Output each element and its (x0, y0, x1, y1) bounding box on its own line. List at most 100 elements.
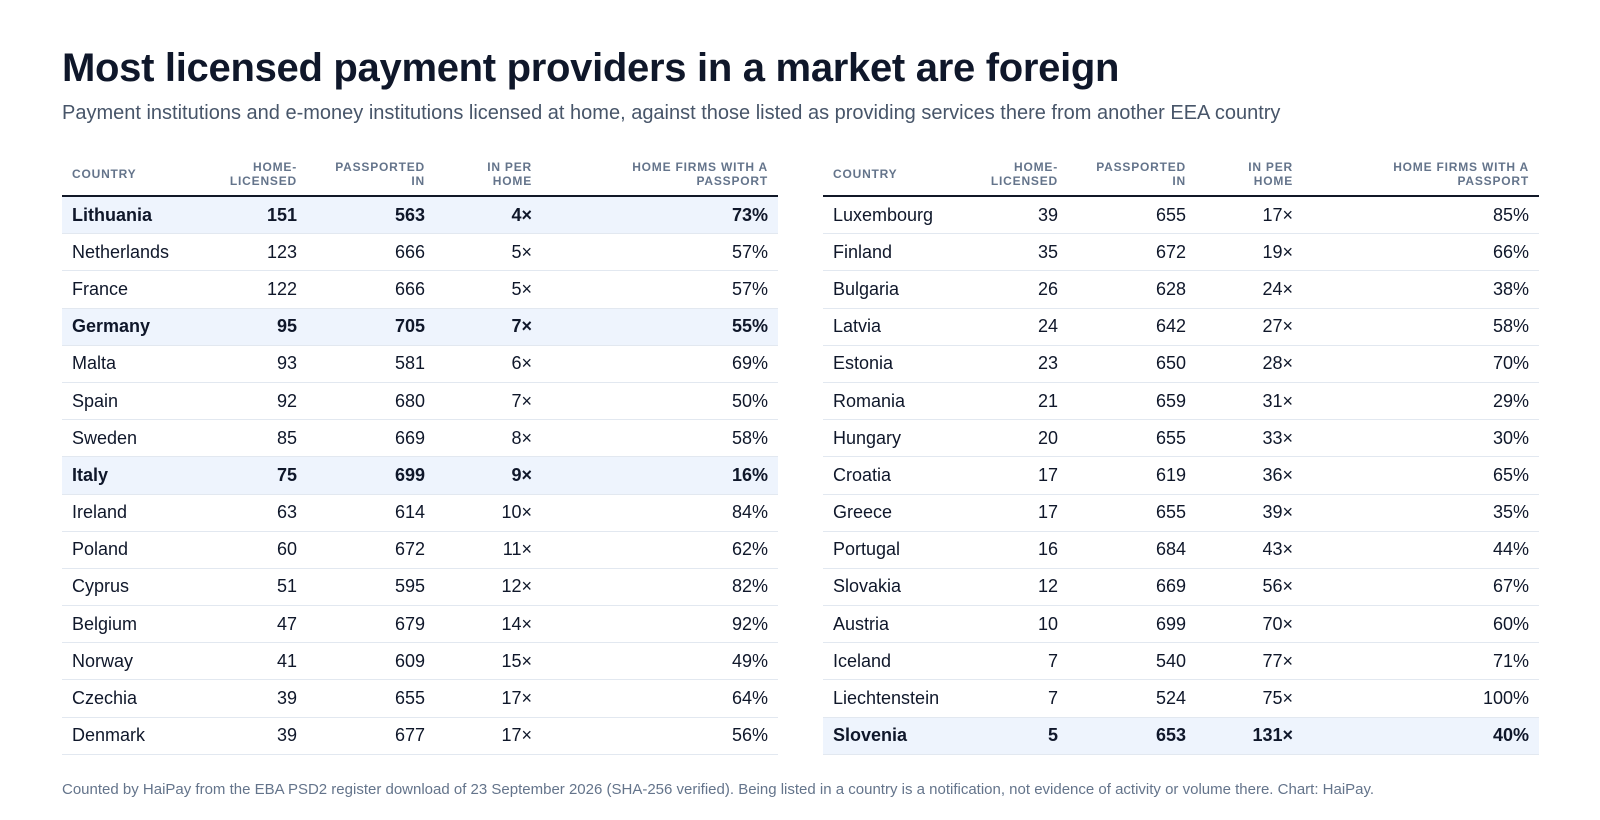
cell-home-licensed: 93 (276, 353, 297, 374)
table-row: Luxembourg 39 655 17× 85% (823, 197, 1539, 235)
cell-home-licensed: 10 (1037, 613, 1058, 634)
cell-in-per-home: 33× (1262, 427, 1293, 448)
cell-country: Italy (72, 464, 109, 485)
cell-home-licensed: 63 (276, 502, 297, 523)
cell-home-licensed: 24 (1037, 316, 1058, 337)
cell-in-per-home: 4× (511, 204, 532, 225)
cell-country: Denmark (72, 725, 146, 746)
table-row: Slovakia 12 669 56× 67% (823, 569, 1539, 607)
cell-passported-in: 655 (1155, 502, 1186, 523)
cell-in-per-home: 77× (1262, 650, 1293, 671)
cell-passported-in: 684 (1155, 539, 1186, 560)
table-row: Ireland 63 614 10× 84% (62, 495, 778, 532)
cell-home-licensed: 21 (1037, 390, 1058, 411)
cell-passported-in: 619 (1155, 464, 1186, 485)
cell-home-firms-with-passport: 69% (731, 353, 768, 374)
table-row: Malta 93 581 6× 69% (62, 346, 778, 383)
cell-home-firms-with-passport: 16% (731, 464, 768, 485)
cell-country: Liechtenstein (833, 688, 940, 709)
table-row: Italy 75 699 9× 16% (62, 457, 778, 495)
cell-home-firms-with-passport: 60% (1492, 613, 1529, 634)
table-row: Denmark 39 677 17× 56% (62, 718, 778, 755)
cell-home-licensed: 95 (276, 316, 297, 337)
cell-in-per-home: 14× (501, 613, 532, 634)
cell-country: Sweden (72, 427, 138, 448)
table-row: Cyprus 51 595 12× 82% (62, 569, 778, 607)
cell-home-firms-with-passport: 57% (731, 278, 768, 299)
table-row: Slovenia 5 653 131× 40% (823, 717, 1539, 755)
cell-passported-in: 655 (1155, 427, 1186, 448)
cell-home-firms-with-passport: 35% (1492, 502, 1529, 523)
cell-home-licensed: 85 (276, 427, 297, 448)
column-header-in-per-home: IN PER HOME (1248, 160, 1293, 188)
table-left: COUNTRY HOME- LICENSED PASSPORTED IN IN PE… (62, 153, 778, 755)
table-row: Norway 41 609 15× 49% (62, 643, 778, 681)
cell-passported-in: 524 (1155, 688, 1186, 709)
cell-country: Slovakia (833, 576, 902, 597)
cell-home-firms-with-passport: 55% (731, 316, 768, 337)
cell-in-per-home: 28× (1262, 353, 1293, 374)
cell-in-per-home: 11× (502, 539, 532, 560)
cell-passported-in: 679 (394, 613, 425, 634)
cell-home-firms-with-passport: 65% (1492, 464, 1529, 485)
cell-in-per-home: 36× (1262, 464, 1293, 485)
cell-passported-in: 563 (394, 204, 425, 225)
cell-passported-in: 655 (394, 688, 425, 709)
cell-in-per-home: 15× (501, 650, 532, 671)
cell-passported-in: 609 (394, 650, 425, 671)
cell-in-per-home: 17× (501, 688, 532, 709)
cell-passported-in: 628 (1155, 278, 1186, 299)
cell-country: Greece (833, 502, 893, 523)
column-header-home-licensed: HOME- LICENSED (229, 160, 297, 188)
cell-country: Luxembourg (833, 204, 934, 225)
cell-in-per-home: 19× (1262, 241, 1293, 262)
cell-passported-in: 614 (394, 502, 425, 523)
table-row: Romania 21 659 31× 29% (823, 383, 1539, 421)
chart-subtitle: Payment institutions and e-money institu… (62, 102, 1281, 124)
table-row: Austria 10 699 70× 60% (823, 606, 1539, 644)
cell-in-per-home: 10× (501, 502, 532, 523)
cell-home-firms-with-passport: 40% (1492, 725, 1529, 746)
cell-home-licensed: 151 (266, 204, 297, 225)
cell-home-firms-with-passport: 44% (1492, 539, 1529, 560)
column-header-home-firms-with-passport: HOME FIRMS WITH A PASSPORT (1393, 160, 1529, 188)
cell-in-per-home: 17× (501, 725, 532, 746)
cell-in-per-home: 27× (1262, 316, 1293, 337)
cell-home-licensed: 92 (276, 390, 297, 411)
cell-in-per-home: 31× (1262, 390, 1293, 411)
cell-home-firms-with-passport: 49% (731, 650, 768, 671)
cell-in-per-home: 43× (1262, 539, 1293, 560)
cell-home-firms-with-passport: 57% (731, 241, 768, 262)
cell-home-firms-with-passport: 58% (731, 427, 768, 448)
cell-home-firms-with-passport: 92% (731, 613, 768, 634)
table-body: Lithuania 151 563 4× 73% Netherlands 123 666 5× 5… (62, 197, 778, 755)
cell-home-firms-with-passport: 100% (1482, 688, 1529, 709)
table-row: Iceland 7 540 77× 71% (823, 643, 1539, 681)
cell-home-licensed: 75 (276, 464, 297, 485)
cell-home-firms-with-passport: 84% (731, 502, 768, 523)
table-right: COUNTRY HOME- LICENSED PASSPORTED IN IN PE… (823, 153, 1539, 755)
cell-passported-in: 595 (394, 576, 425, 597)
table-row: Belgium 47 679 14× 92% (62, 606, 778, 644)
cell-home-licensed: 60 (276, 539, 297, 560)
cell-home-licensed: 39 (276, 725, 297, 746)
cell-passported-in: 655 (1155, 204, 1186, 225)
cell-home-licensed: 16 (1037, 539, 1058, 560)
cell-in-per-home: 17× (1262, 204, 1293, 225)
cell-home-firms-with-passport: 85% (1492, 204, 1529, 225)
cell-passported-in: 680 (394, 390, 425, 411)
column-header-in-per-home: IN PER HOME (487, 160, 532, 188)
cell-in-per-home: 5× (511, 278, 532, 299)
table-row: France 122 666 5× 57% (62, 271, 778, 309)
cell-country: Norway (72, 650, 134, 671)
cell-home-licensed: 35 (1037, 241, 1058, 262)
cell-home-licensed: 5 (1047, 725, 1058, 746)
footnote: Counted by HaiPay from the EBA PSD2 regi… (62, 781, 1375, 798)
cell-passported-in: 666 (394, 278, 425, 299)
cell-in-per-home: 9× (511, 464, 532, 485)
cell-home-licensed: 7 (1047, 688, 1058, 709)
cell-home-licensed: 41 (276, 650, 297, 671)
cell-home-licensed: 17 (1037, 502, 1058, 523)
cell-country: France (72, 278, 129, 299)
cell-home-firms-with-passport: 64% (731, 688, 768, 709)
